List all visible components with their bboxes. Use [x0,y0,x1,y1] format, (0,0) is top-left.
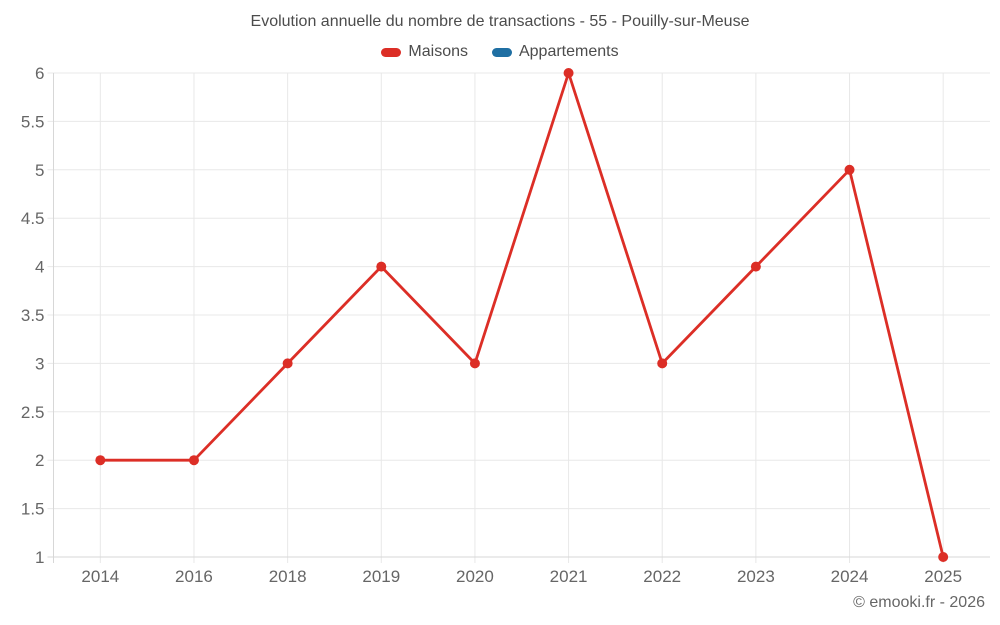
legend-swatch-appartements-icon [491,47,512,57]
svg-text:4: 4 [35,258,44,277]
svg-text:2.5: 2.5 [21,403,45,422]
svg-text:2025: 2025 [924,567,962,586]
svg-text:2018: 2018 [269,567,307,586]
legend-item-appartements[interactable]: Appartements [491,43,619,61]
svg-text:2016: 2016 [175,567,213,586]
svg-text:2014: 2014 [81,567,119,586]
svg-text:2021: 2021 [550,567,588,586]
svg-text:3.5: 3.5 [21,306,45,325]
legend-label-appartements: Appartements [518,43,619,60]
svg-text:2024: 2024 [831,567,869,586]
svg-text:4.5: 4.5 [21,209,45,228]
legend-item-maisons[interactable]: Maisons [381,43,468,61]
svg-text:1: 1 [35,548,44,567]
chart-title: Evolution annuelle du nombre de transact… [250,13,750,30]
attribution-text: © emooki.fr - 2026 [853,594,985,611]
svg-text:5.5: 5.5 [21,112,45,131]
svg-text:2022: 2022 [643,567,681,586]
svg-text:2: 2 [35,451,44,470]
svg-text:2023: 2023 [737,567,775,586]
svg-text:2020: 2020 [456,567,494,586]
svg-text:5: 5 [35,161,44,180]
legend-swatch-maisons-icon [381,47,402,57]
svg-text:6: 6 [35,64,44,83]
svg-text:3: 3 [35,354,44,373]
svg-text:2019: 2019 [362,567,400,586]
chart-legend: Maisons Appartements [0,43,1000,61]
svg-text:1.5: 1.5 [21,500,45,519]
legend-label-maisons: Maisons [408,43,468,60]
